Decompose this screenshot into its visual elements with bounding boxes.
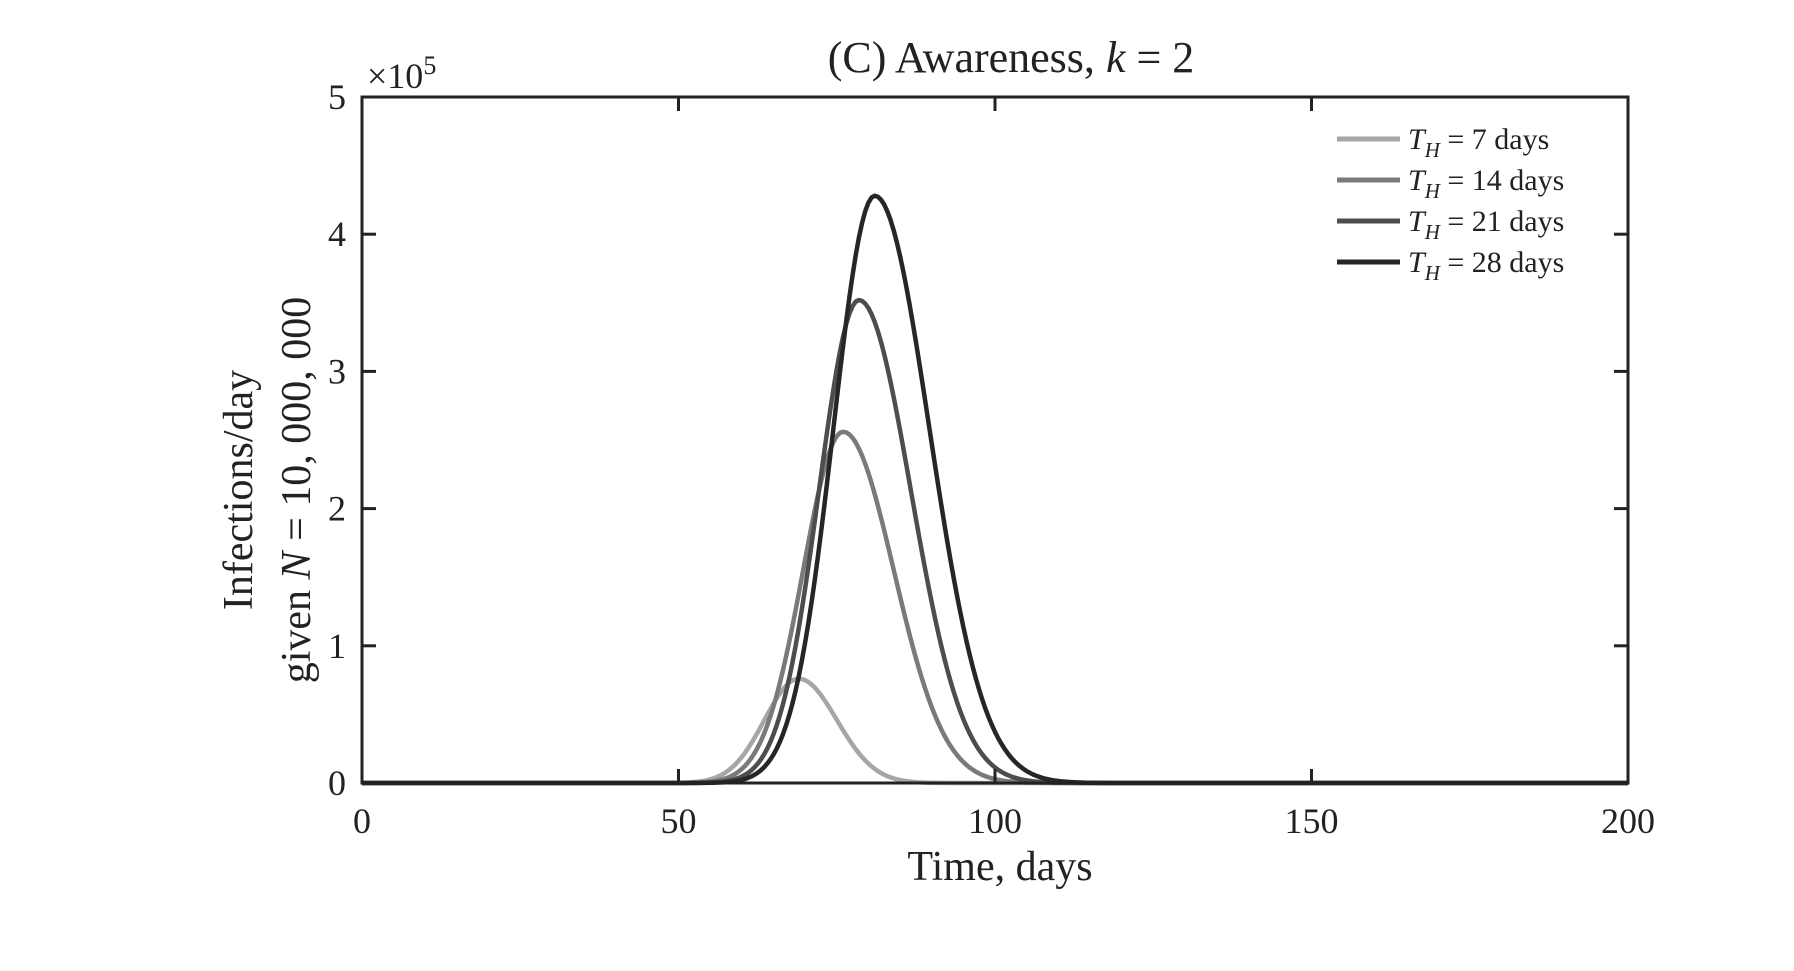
legend-text: = 7 days (1440, 123, 1549, 156)
chart-title-suffix: = 2 (1125, 33, 1194, 82)
legend-label-1: TH = 7 days (1408, 123, 1549, 162)
y-axis-label: Infections/day given N = 10, 000, 000 (216, 297, 320, 684)
legend-label-2: TH = 14 days (1408, 164, 1564, 203)
legend-label-4: TH = 28 days (1408, 246, 1564, 285)
legend-text: = 28 days (1440, 246, 1564, 279)
x-tick-label: 100 (968, 801, 1022, 841)
y-axis-label-line2: given N = 10, 000, 000 (274, 297, 320, 684)
x-tick-label: 200 (1601, 801, 1655, 841)
y-tick-label: 3 (328, 351, 346, 391)
y-tick-label: 4 (328, 214, 346, 254)
chart-title-prefix: (C) Awareness, (828, 33, 1106, 82)
y-tick-label: 5 (328, 77, 346, 117)
y-tick-label: 1 (328, 626, 346, 666)
legend-sub: H (1424, 179, 1442, 203)
legend-sub: H (1424, 261, 1442, 285)
x-tick-label: 50 (661, 801, 697, 841)
y-multiplier: ×105 (367, 51, 436, 96)
y-multiplier-exponent: 5 (423, 51, 436, 80)
legend-sub: H (1424, 220, 1442, 244)
legend-label-3: TH = 21 days (1408, 205, 1564, 244)
tick-layer: 0 50 100 150 200 0 1 2 3 4 5 (328, 77, 1655, 841)
series-line-3 (362, 297, 1628, 786)
legend-sub: H (1424, 138, 1442, 162)
x-axis-label: Time, days (907, 844, 1092, 890)
legend-var: T (1408, 246, 1427, 279)
y-tick-label: 0 (328, 763, 346, 803)
chart-title: (C) Awareness, k = 2 (828, 33, 1195, 82)
x-tick-label: 150 (1285, 801, 1339, 841)
legend-var: T (1408, 123, 1427, 156)
y-multiplier-base: ×10 (367, 56, 423, 96)
legend-var: T (1408, 164, 1427, 197)
y-axis-label-line1: Infections/day (216, 370, 262, 610)
y-axis-label-line2-suffix: = 10, 000, 000 (274, 297, 320, 552)
y-tick-label: 2 (328, 489, 346, 529)
y-axis-label-line2-var: N (274, 549, 320, 580)
legend-text: = 21 days (1440, 205, 1564, 238)
y-axis-label-line2-prefix: given (274, 579, 320, 683)
chart-title-var: k (1106, 33, 1127, 82)
legend-var: T (1408, 205, 1427, 238)
legend-text: = 14 days (1440, 164, 1564, 197)
x-tick-label: 0 (353, 801, 371, 841)
